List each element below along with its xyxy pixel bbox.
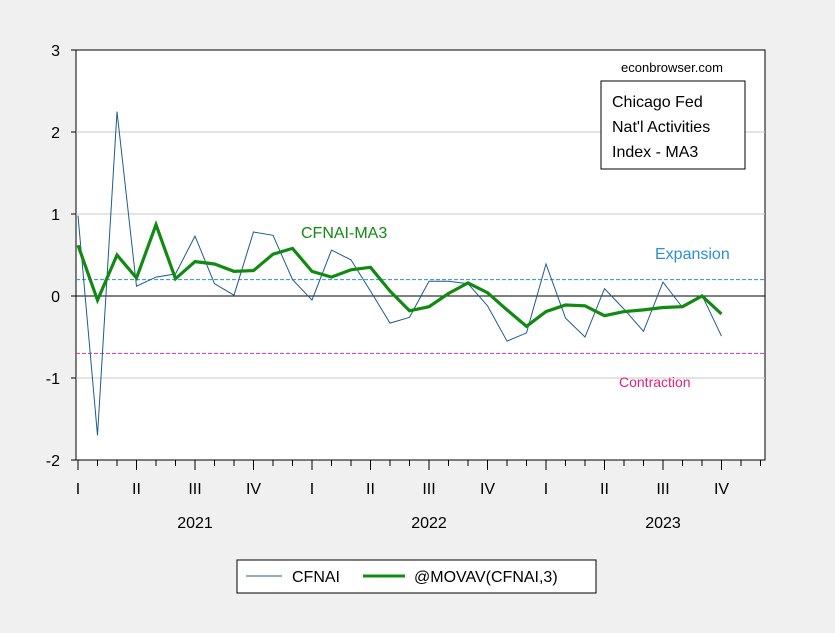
y-tick-label: 0 xyxy=(51,289,60,306)
x-quarter-label: II xyxy=(132,481,141,498)
series-line-cfnai xyxy=(77,111,722,436)
title-line-2: Nat'l Activities xyxy=(612,119,710,136)
x-quarter-label: III xyxy=(188,481,201,498)
x-quarter-label: III xyxy=(422,481,435,498)
x-quarter-label: I xyxy=(76,481,80,498)
x-quarter-label: II xyxy=(366,481,375,498)
y-tick-label: -2 xyxy=(46,453,60,470)
y-tick-label: 3 xyxy=(51,43,60,60)
x-quarter-label: II xyxy=(600,481,609,498)
y-tick-label: -1 xyxy=(46,371,60,388)
y-tick-label: 1 xyxy=(51,207,60,224)
legend-box xyxy=(236,559,597,594)
title-line-1: Chicago Fed xyxy=(612,94,703,111)
source-label: econbrowser.com xyxy=(621,60,723,75)
legend-label-movav: @MOVAV(CFNAI,3) xyxy=(414,569,558,586)
title-box xyxy=(600,80,746,170)
x-year-label: 2022 xyxy=(411,515,447,532)
x-year-label: 2021 xyxy=(177,515,213,532)
x-quarter-label: IV xyxy=(246,481,261,498)
reference-lines xyxy=(76,279,765,354)
series-annotation: CFNAI-MA3 xyxy=(301,225,387,242)
legend-label-cfnai: CFNAI xyxy=(292,569,340,586)
expansion-label: Expansion xyxy=(655,246,730,263)
x-quarter-label: III xyxy=(656,481,669,498)
series-lines xyxy=(76,111,723,436)
x-year-label: 2023 xyxy=(645,515,681,532)
series-line-movav xyxy=(76,220,723,329)
title-line-3: Index - MA3 xyxy=(612,144,698,161)
legend: CFNAI @MOVAV(CFNAI,3) xyxy=(236,559,597,594)
y-tick-label: 2 xyxy=(51,125,60,142)
x-quarter-label: IV xyxy=(714,481,729,498)
x-quarter-label: I xyxy=(544,481,548,498)
x-quarter-label: I xyxy=(310,481,314,498)
x-quarter-label: IV xyxy=(480,481,495,498)
contraction-label: Contraction xyxy=(619,374,691,390)
y-axis-ticks: 3 2 1 0 -1 -2 xyxy=(46,43,76,470)
